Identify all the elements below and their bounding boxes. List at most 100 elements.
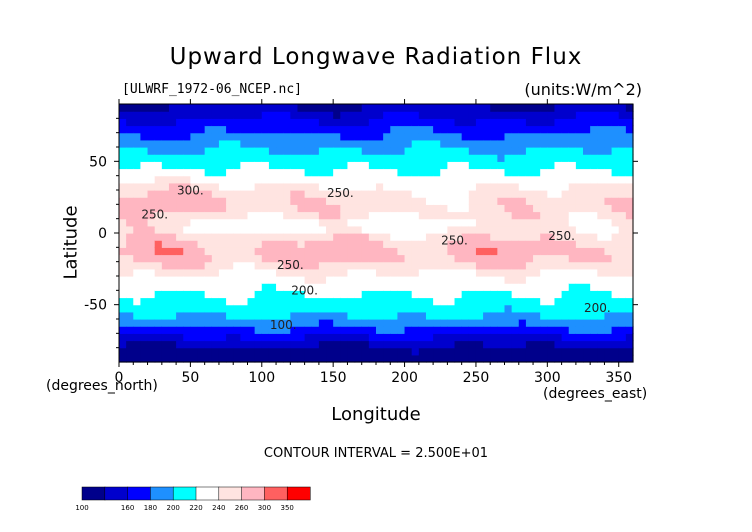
heatmap-cell	[497, 311, 506, 320]
heatmap-cell	[561, 168, 570, 177]
heatmap-cell	[404, 326, 413, 334]
heatmap-cell	[147, 168, 156, 177]
heatmap-cell	[590, 333, 598, 342]
heatmap-cell	[454, 161, 463, 170]
heatmap-cell	[197, 268, 206, 277]
heatmap-cell	[247, 104, 256, 112]
heatmap-cell	[290, 354, 299, 363]
heatmap-cell	[154, 319, 163, 327]
heatmap-cell	[304, 218, 313, 227]
heatmap-cell	[604, 132, 613, 141]
heatmap-cell	[376, 154, 384, 162]
heatmap-cell	[554, 161, 563, 170]
heatmap-cell	[304, 268, 313, 277]
heatmap-cell	[468, 175, 477, 184]
heatmap-cell	[404, 211, 413, 220]
heatmap-cell	[318, 233, 327, 241]
heatmap-cell	[525, 154, 534, 162]
heatmap-cell	[475, 197, 484, 205]
heatmap-cell	[318, 225, 327, 234]
heatmap-cell	[433, 268, 441, 277]
heatmap-cell	[461, 125, 470, 134]
heatmap-cell	[326, 197, 334, 205]
heatmap-cell	[504, 175, 513, 184]
heatmap-cell	[268, 190, 277, 198]
heatmap-cell	[597, 168, 606, 177]
heatmap-cell	[126, 283, 134, 291]
heatmap-cell	[154, 190, 163, 198]
heatmap-cell	[561, 104, 570, 112]
heatmap-cell	[376, 354, 384, 363]
heatmap-cell	[326, 225, 334, 234]
heatmap-cell	[347, 319, 356, 327]
heatmap-cell	[540, 326, 548, 334]
heatmap-cell	[261, 132, 270, 141]
heatmap-cell	[418, 104, 427, 112]
heatmap-cell	[297, 304, 306, 313]
heatmap-cell	[133, 218, 142, 227]
heatmap-cell	[333, 147, 341, 155]
heatmap-cell	[440, 139, 448, 148]
heatmap-cell	[397, 254, 406, 263]
heatmap-cell	[261, 340, 270, 349]
heatmap-cell	[404, 247, 413, 256]
heatmap-cell	[311, 333, 320, 342]
heatmap-cell	[433, 326, 441, 334]
heatmap-cell	[533, 319, 541, 327]
heatmap-cell	[254, 240, 263, 248]
heatmap-cell	[518, 111, 527, 119]
heatmap-cell	[404, 154, 413, 162]
heatmap-cell	[376, 104, 384, 112]
heatmap-cell	[511, 261, 520, 270]
heatmap-cell	[204, 340, 213, 349]
heatmap-cell	[475, 168, 484, 177]
heatmap-cell	[297, 204, 306, 213]
heatmap-cell	[440, 276, 448, 284]
heatmap-cell	[354, 233, 363, 241]
heatmap-cell	[190, 147, 199, 155]
heatmap-cell	[261, 182, 270, 191]
heatmap-cell	[625, 233, 634, 241]
heatmap-cell	[276, 139, 284, 148]
heatmap-cell	[511, 139, 520, 148]
heatmap-cell	[119, 139, 127, 148]
heatmap-cell	[318, 218, 327, 227]
heatmap-cell	[447, 261, 456, 270]
heatmap-cell	[468, 118, 477, 127]
heatmap-cell	[575, 247, 584, 256]
heatmap-cell	[218, 268, 227, 277]
heatmap-cell	[483, 340, 491, 349]
heatmap-cell	[119, 118, 127, 127]
heatmap-cell	[247, 161, 256, 170]
heatmap-cell	[190, 218, 199, 227]
heatmap-cell	[425, 111, 434, 119]
heatmap-cell	[376, 333, 384, 342]
heatmap-cell	[376, 311, 384, 320]
heatmap-cell	[561, 276, 570, 284]
heatmap-cell	[347, 354, 356, 363]
heatmap-cell	[326, 319, 334, 327]
heatmap-cell	[233, 147, 241, 155]
heatmap-cell	[183, 326, 191, 334]
heatmap-cell	[233, 104, 241, 112]
heatmap-cell	[161, 161, 170, 170]
heatmap-cell	[397, 125, 406, 134]
heatmap-cell	[525, 175, 534, 184]
heatmap-cell	[611, 125, 620, 134]
heatmap-cell	[390, 326, 399, 334]
heatmap-cell	[497, 268, 506, 277]
heatmap-cell	[247, 261, 256, 270]
heatmap-cell	[483, 175, 491, 184]
heatmap-cell	[176, 225, 184, 234]
heatmap-cell	[411, 311, 420, 320]
heatmap-cell	[597, 326, 606, 334]
heatmap-cell	[161, 118, 170, 127]
heatmap-cell	[418, 333, 427, 342]
heatmap-cell	[525, 326, 534, 334]
heatmap-cell	[354, 319, 363, 327]
heatmap-cell	[376, 111, 384, 119]
heatmap-cell	[497, 240, 506, 248]
heatmap-cell	[204, 261, 213, 270]
heatmap-cell	[226, 211, 234, 220]
